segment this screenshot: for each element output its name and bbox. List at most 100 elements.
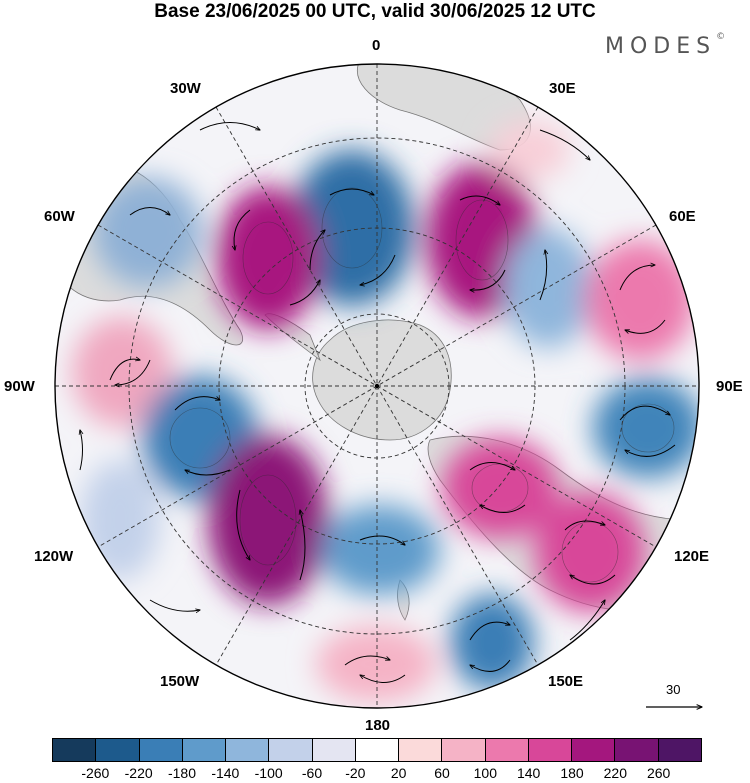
colorbar-tick-label: -180 — [167, 765, 197, 781]
anomaly-center-6 — [72, 317, 172, 427]
colorbar-swatch — [53, 739, 97, 761]
wind-arrow — [564, 520, 605, 531]
lon-label-30e: 30E — [549, 80, 576, 97]
wind-arrow — [480, 505, 526, 513]
pole-marker — [374, 383, 380, 389]
lon-label-0: 0 — [372, 37, 381, 54]
wind-arrow — [469, 622, 510, 641]
wind-arrow — [469, 462, 515, 471]
wind-arrow — [115, 359, 151, 385]
wind-arrow — [625, 444, 676, 457]
lon-label-150e: 150E — [548, 673, 584, 690]
wind-arrow — [470, 269, 506, 290]
wind-arrow — [149, 599, 200, 611]
wind-arrow — [569, 600, 605, 641]
colorbar-swatch — [442, 739, 486, 761]
map-border — [54, 63, 700, 709]
wind-arrow — [289, 280, 320, 306]
lon-label-120w: 120W — [34, 548, 74, 565]
contour-ring-5 — [169, 407, 231, 469]
polar-map — [54, 63, 750, 730]
brand-mark: © — [716, 32, 726, 42]
anomaly-center-9 — [593, 378, 699, 478]
wind-arrow — [360, 675, 406, 683]
colorbar-swatch — [96, 739, 140, 761]
colorbar-tick-label: 100 — [473, 765, 498, 781]
anomaly-center-13 — [535, 492, 645, 612]
anomaly-field — [72, 120, 699, 702]
colorbar-tick-label: -220 — [124, 765, 153, 781]
anomaly-center-15 — [316, 626, 436, 702]
wind-arrow — [459, 195, 500, 205]
lon-label-30w: 30W — [170, 80, 201, 97]
colorbar-swatch — [312, 739, 356, 761]
colorbar-swatch — [399, 739, 443, 761]
wind-vectors — [80, 122, 681, 683]
colorbar-swatch — [182, 739, 227, 761]
colorbar-swatch — [226, 739, 270, 761]
wind-arrow — [359, 535, 405, 545]
wind-arrow — [185, 470, 231, 476]
wind-arrow — [360, 254, 396, 285]
colorbar-tick-label: 60 — [434, 765, 450, 781]
colorbar-tick-label: 260 — [646, 765, 671, 781]
wind-arrow — [234, 209, 251, 250]
wind-arrow — [109, 359, 140, 381]
anomaly-center-7 — [585, 240, 695, 360]
anomaly-west-blue — [80, 460, 160, 580]
anomaly-center-11 — [320, 505, 440, 595]
wind-arrow — [470, 659, 511, 672]
brand-logo: MODES© — [605, 32, 726, 59]
anomaly-center-12 — [442, 438, 558, 538]
wind-arrow — [619, 405, 670, 421]
colorbar-tick-label: 180 — [560, 765, 584, 781]
colorbar-swatch — [528, 739, 573, 761]
colorbar-tick-label: -260 — [81, 765, 110, 781]
contour-ring-6 — [621, 403, 675, 453]
wind-arrow — [199, 122, 260, 131]
anomaly-center-4 — [93, 177, 203, 287]
wind-arrow — [329, 188, 374, 195]
colorbar-tick-label: -100 — [254, 765, 283, 781]
contour-ring-3 — [455, 199, 509, 281]
wind-arrow — [174, 397, 220, 411]
anomaly-center-2 — [216, 186, 320, 330]
wind-arrow — [619, 265, 655, 291]
colorbar-tick-label: -60 — [301, 765, 323, 781]
chart-title: Base 23/06/2025 00 UTC, valid 30/06/2025… — [154, 1, 596, 22]
wind-arrow — [625, 319, 666, 333]
brand-name: MODES — [605, 34, 717, 59]
wind-arrow — [300, 510, 306, 581]
lon-label-60e: 60E — [669, 208, 696, 225]
wind-arrow — [570, 575, 616, 585]
colorbar-swatch — [269, 739, 313, 761]
colorbar-tick-label: 220 — [603, 765, 628, 781]
lon-label-150w: 150W — [160, 673, 200, 690]
wind-arrow — [539, 250, 547, 301]
antarctica — [312, 319, 452, 441]
colorbar-swatch — [355, 739, 400, 761]
anomaly-center-5 — [503, 228, 593, 348]
map-disc — [55, 64, 699, 708]
colorbar-swatch — [615, 739, 659, 761]
anomaly-center-1 — [290, 150, 414, 306]
anomaly-center-14 — [450, 594, 534, 690]
colorbar-tick-label: 140 — [516, 765, 541, 781]
wind-arrow — [80, 430, 83, 471]
colorbar — [52, 738, 702, 762]
wind-arrow — [129, 207, 170, 216]
contour-ring-4 — [239, 474, 297, 566]
lon-label-90e: 90E — [716, 378, 743, 395]
anomaly-east-pink — [490, 120, 570, 180]
contour-ring-2 — [242, 221, 294, 295]
wind-arrow — [309, 230, 325, 271]
lon-label-60w: 60W — [44, 208, 75, 225]
colorbar-tick-label: -140 — [211, 765, 240, 781]
colorbar-swatch — [658, 739, 701, 761]
wind-arrow — [236, 489, 250, 560]
lon-label-90w: 90W — [4, 378, 35, 395]
vector-scale-label: 30 — [666, 682, 681, 697]
colorbar-tick-label: -20 — [345, 765, 366, 781]
colorbar-tick-label: 20 — [390, 765, 407, 781]
lon-label-120e: 120E — [674, 548, 710, 565]
